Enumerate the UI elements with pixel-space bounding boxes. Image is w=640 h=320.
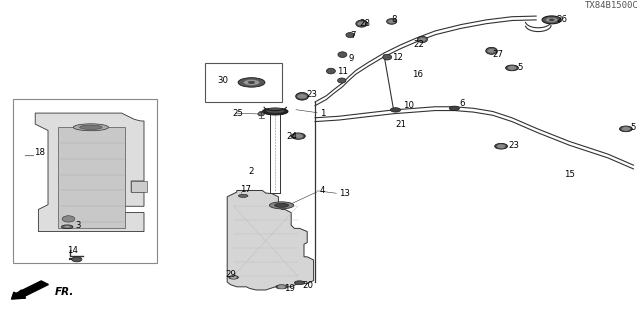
Circle shape bbox=[297, 94, 307, 99]
Text: 3: 3 bbox=[76, 221, 81, 230]
Text: 20: 20 bbox=[302, 281, 313, 290]
Circle shape bbox=[487, 49, 496, 53]
Text: 5: 5 bbox=[630, 123, 636, 132]
Circle shape bbox=[278, 285, 285, 289]
Ellipse shape bbox=[61, 225, 73, 229]
Text: 8: 8 bbox=[392, 15, 397, 24]
Text: 12: 12 bbox=[392, 53, 403, 62]
Circle shape bbox=[419, 37, 426, 41]
Ellipse shape bbox=[229, 276, 239, 279]
Ellipse shape bbox=[64, 226, 70, 228]
Text: 29: 29 bbox=[225, 270, 236, 279]
Text: 25: 25 bbox=[232, 108, 243, 117]
Ellipse shape bbox=[449, 106, 460, 110]
Ellipse shape bbox=[73, 124, 108, 131]
Circle shape bbox=[72, 257, 82, 262]
Ellipse shape bbox=[337, 78, 346, 83]
Text: 26: 26 bbox=[557, 15, 568, 24]
Text: 24: 24 bbox=[287, 132, 298, 140]
FancyArrow shape bbox=[12, 281, 49, 299]
Polygon shape bbox=[227, 190, 314, 290]
Ellipse shape bbox=[275, 203, 289, 207]
Text: 17: 17 bbox=[240, 185, 251, 194]
Ellipse shape bbox=[291, 133, 305, 139]
Ellipse shape bbox=[294, 281, 305, 284]
Text: 9: 9 bbox=[349, 54, 354, 63]
Circle shape bbox=[508, 66, 516, 70]
Text: 15: 15 bbox=[564, 170, 575, 179]
Ellipse shape bbox=[338, 52, 347, 58]
Text: 30: 30 bbox=[218, 76, 228, 85]
Ellipse shape bbox=[346, 33, 355, 37]
Circle shape bbox=[388, 20, 396, 23]
Ellipse shape bbox=[546, 18, 557, 22]
Polygon shape bbox=[58, 127, 125, 228]
Ellipse shape bbox=[79, 125, 102, 130]
Ellipse shape bbox=[266, 108, 284, 113]
Text: 14: 14 bbox=[67, 246, 78, 255]
Text: 13: 13 bbox=[339, 189, 350, 198]
Ellipse shape bbox=[417, 36, 428, 43]
Circle shape bbox=[293, 134, 303, 139]
Ellipse shape bbox=[276, 285, 287, 289]
Circle shape bbox=[621, 127, 630, 131]
Ellipse shape bbox=[243, 80, 260, 85]
Text: 1: 1 bbox=[320, 108, 326, 117]
Text: 28: 28 bbox=[360, 19, 371, 28]
Bar bbox=[13, 99, 157, 263]
Ellipse shape bbox=[248, 81, 255, 84]
Ellipse shape bbox=[387, 19, 397, 24]
Text: 22: 22 bbox=[413, 40, 424, 49]
Ellipse shape bbox=[258, 112, 264, 116]
Text: FR.: FR. bbox=[54, 287, 74, 297]
Text: TX84B1500C: TX84B1500C bbox=[585, 1, 639, 10]
Circle shape bbox=[497, 144, 506, 148]
Text: 23: 23 bbox=[306, 90, 317, 99]
Circle shape bbox=[357, 21, 366, 26]
Text: 7: 7 bbox=[351, 30, 356, 40]
Text: 10: 10 bbox=[403, 101, 414, 110]
Bar bbox=[131, 181, 147, 192]
Ellipse shape bbox=[495, 143, 508, 149]
Ellipse shape bbox=[390, 108, 401, 112]
Ellipse shape bbox=[238, 194, 248, 197]
Ellipse shape bbox=[620, 126, 632, 132]
Ellipse shape bbox=[356, 20, 367, 27]
Ellipse shape bbox=[549, 19, 554, 21]
Text: 19: 19 bbox=[284, 284, 294, 293]
Text: 16: 16 bbox=[412, 70, 422, 79]
Ellipse shape bbox=[486, 47, 497, 54]
Text: 11: 11 bbox=[337, 68, 348, 76]
Text: 5: 5 bbox=[517, 63, 523, 72]
Polygon shape bbox=[35, 113, 144, 232]
Text: 4: 4 bbox=[320, 186, 326, 195]
Ellipse shape bbox=[262, 108, 288, 115]
Ellipse shape bbox=[296, 92, 308, 100]
Ellipse shape bbox=[542, 16, 561, 24]
Text: 2: 2 bbox=[248, 167, 254, 176]
Text: 6: 6 bbox=[460, 99, 465, 108]
Ellipse shape bbox=[326, 68, 335, 74]
Ellipse shape bbox=[506, 65, 518, 71]
Text: 18: 18 bbox=[34, 148, 45, 157]
Ellipse shape bbox=[269, 202, 294, 209]
Ellipse shape bbox=[238, 78, 265, 87]
Bar bbox=[205, 63, 282, 102]
Circle shape bbox=[230, 276, 237, 279]
Circle shape bbox=[62, 216, 75, 222]
Text: 27: 27 bbox=[493, 50, 504, 59]
Ellipse shape bbox=[383, 54, 392, 60]
Text: 23: 23 bbox=[509, 141, 520, 150]
Text: 21: 21 bbox=[395, 120, 406, 129]
